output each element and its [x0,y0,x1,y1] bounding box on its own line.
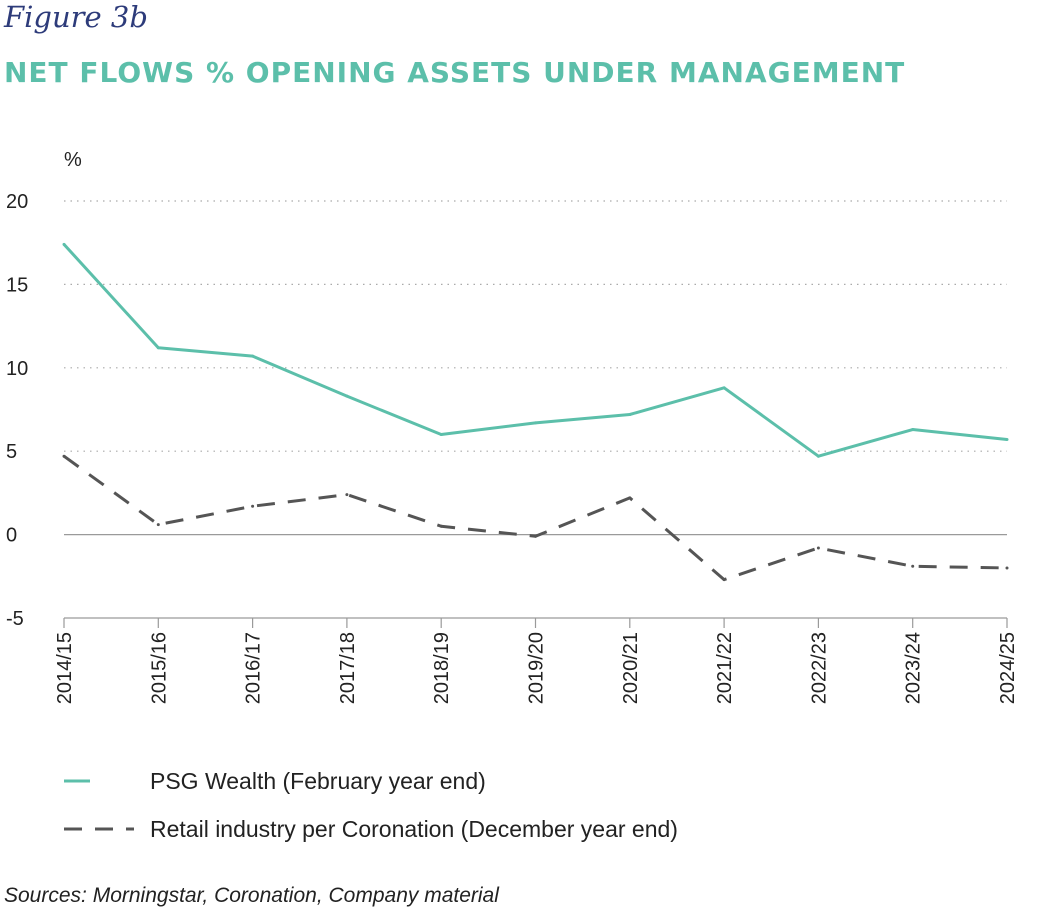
data-point-retail [722,578,726,582]
data-point-psg [251,354,255,358]
y-axis-ticks: 20 15 10 5 0 -5 [6,191,28,630]
y-tick-label: -5 [6,608,24,630]
x-tick-label: 2016/17 [243,632,265,704]
figure-label: Figure 3b [4,0,148,34]
data-point-psg [62,242,66,246]
data-point-retail [628,496,632,500]
y-tick-label: 5 [6,441,17,463]
data-point-retail [62,454,66,458]
chart-title: NET FLOWS % OPENING ASSETS UNDER MANAGEM… [4,56,906,89]
x-tick-label: 2018/19 [431,632,453,704]
y-tick-label: 15 [6,274,28,296]
x-axis: 2014/15 2015/16 2016/17 2017/18 2018/19 2019/… [54,617,1019,704]
x-tick-label: 2019/20 [526,632,548,704]
legend-swatch-retail [64,827,134,831]
series-line-psg [62,243,1008,458]
data-point-psg [534,421,537,425]
data-point-psg [722,386,726,390]
y-tick-label: 20 [6,191,28,213]
data-point-retail [345,493,349,497]
data-point-psg [345,394,349,398]
data-point-psg [816,454,820,458]
data-point-psg [911,428,915,432]
data-point-psg [439,433,443,437]
data-point-retail [911,564,915,568]
grid-lines [64,200,1007,536]
legend-label-retail: Retail industry per Coronation (December… [150,815,678,842]
x-tick-label: 2021/22 [714,632,736,704]
data-point-psg [156,346,160,350]
data-point-psg [1005,438,1009,442]
legend-swatch-psg [64,779,90,783]
y-tick-label: 10 [6,358,28,380]
series-lines [62,242,1009,582]
legend-item-psg: PSG Wealth (February year end) [64,766,486,796]
y-axis-unit-label: % [64,149,82,171]
x-tick-label: 2022/23 [808,632,830,704]
x-tick-label: 2017/18 [337,632,359,704]
data-point-retail [156,523,160,527]
x-tick-label: 2020/21 [620,632,642,704]
legend-label-psg: PSG Wealth (February year end) [150,767,486,794]
data-point-retail [1005,566,1009,570]
data-point-retail [439,524,443,528]
data-point-retail [816,546,820,550]
data-point-retail [534,534,537,538]
data-point-psg [628,413,632,417]
data-point-retail [251,504,255,508]
y-tick-label: 0 [6,525,17,547]
series-line-retail [63,454,1008,582]
sources-note: Sources: Morningstar, Coronation, Compan… [4,884,499,907]
x-tick-label: 2023/24 [903,632,925,704]
x-tick-label: 2015/16 [148,632,170,704]
x-tick-label: 2024/25 [997,632,1019,704]
legend-item-retail: Retail industry per Coronation (December… [64,814,678,844]
line-chart: % 20 15 10 5 0 -5 2014/15 2015/16 2016/17 2017/1… [6,149,1019,704]
x-tick-label: 2014/15 [54,632,76,704]
